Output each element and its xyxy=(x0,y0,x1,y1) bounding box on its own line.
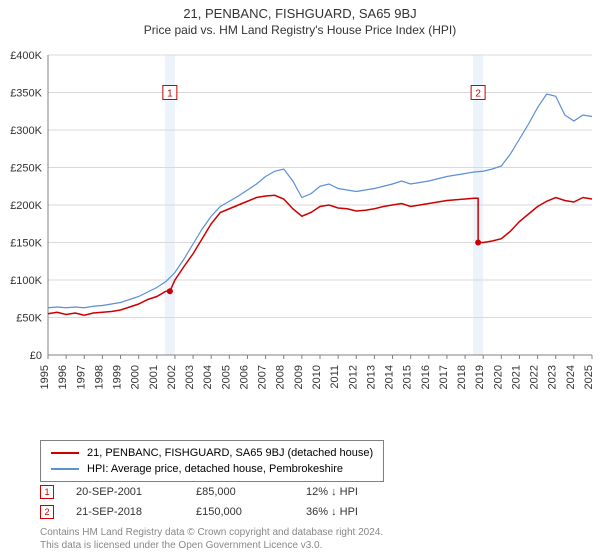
svg-text:2003: 2003 xyxy=(184,365,196,389)
sale-row: 2 21-SEP-2018£150,00036% ↓ HPI xyxy=(40,502,358,522)
svg-text:2019: 2019 xyxy=(474,365,486,389)
svg-text:£300K: £300K xyxy=(10,125,42,137)
legend-item: HPI: Average price, detached house, Pemb… xyxy=(51,461,373,477)
svg-text:£250K: £250K xyxy=(10,163,42,175)
svg-text:2007: 2007 xyxy=(257,365,269,389)
svg-text:2020: 2020 xyxy=(492,365,504,389)
page-title: 21, PENBANC, FISHGUARD, SA65 9BJ xyxy=(0,6,600,21)
svg-text:2016: 2016 xyxy=(420,365,432,389)
svg-text:£150K: £150K xyxy=(10,238,42,250)
svg-text:£100K: £100K xyxy=(10,275,42,287)
svg-text:1: 1 xyxy=(167,89,173,100)
svg-text:2013: 2013 xyxy=(365,365,377,389)
svg-text:1995: 1995 xyxy=(39,365,51,389)
license-text: Contains HM Land Registry data © Crown c… xyxy=(40,526,383,552)
sales-table: 1 20-SEP-2001£85,00012% ↓ HPI 2 21-SEP-2018… xyxy=(40,482,358,522)
svg-text:2025: 2025 xyxy=(583,365,595,389)
svg-text:2010: 2010 xyxy=(311,365,323,389)
svg-text:2012: 2012 xyxy=(347,365,359,389)
sale-marker: 2 xyxy=(40,505,54,519)
svg-text:£350K: £350K xyxy=(10,88,42,100)
legend-item: 21, PENBANC, FISHGUARD, SA65 9BJ (detach… xyxy=(51,445,373,461)
svg-text:2004: 2004 xyxy=(202,365,214,389)
sale-date: 20-SEP-2001 xyxy=(76,486,196,498)
svg-text:2009: 2009 xyxy=(293,365,305,389)
svg-text:1996: 1996 xyxy=(57,365,69,389)
license-line-1: Contains HM Land Registry data © Crown c… xyxy=(40,526,383,539)
svg-text:2000: 2000 xyxy=(130,365,142,389)
svg-text:2002: 2002 xyxy=(166,365,178,389)
legend: 21, PENBANC, FISHGUARD, SA65 9BJ (detach… xyxy=(40,440,384,482)
svg-text:2018: 2018 xyxy=(456,365,468,389)
page-subtitle: Price paid vs. HM Land Registry's House … xyxy=(0,23,600,37)
sale-delta: 12% ↓ HPI xyxy=(306,486,358,498)
svg-text:1998: 1998 xyxy=(93,365,105,389)
svg-text:£0: £0 xyxy=(30,350,42,362)
svg-text:£400K: £400K xyxy=(10,50,42,62)
svg-text:2021: 2021 xyxy=(510,365,522,389)
sale-price: £150,000 xyxy=(196,506,306,518)
sale-price: £85,000 xyxy=(196,486,306,498)
legend-label: 21, PENBANC, FISHGUARD, SA65 9BJ (detach… xyxy=(87,447,373,459)
svg-text:2005: 2005 xyxy=(220,365,232,389)
svg-text:£200K: £200K xyxy=(10,200,42,212)
sale-date: 21-SEP-2018 xyxy=(76,506,196,518)
svg-text:2017: 2017 xyxy=(438,365,450,389)
svg-text:2015: 2015 xyxy=(402,365,414,389)
svg-text:2024: 2024 xyxy=(565,365,577,389)
legend-label: HPI: Average price, detached house, Pemb… xyxy=(87,463,343,475)
legend-swatch xyxy=(51,468,79,470)
svg-text:1997: 1997 xyxy=(75,365,87,389)
svg-text:2011: 2011 xyxy=(329,365,341,389)
svg-text:2022: 2022 xyxy=(529,365,541,389)
sale-row: 1 20-SEP-2001£85,00012% ↓ HPI xyxy=(40,482,358,502)
svg-text:2001: 2001 xyxy=(148,365,160,389)
legend-swatch xyxy=(51,452,79,454)
svg-text:2006: 2006 xyxy=(238,365,250,389)
sale-marker: 1 xyxy=(40,485,54,499)
svg-text:2008: 2008 xyxy=(275,365,287,389)
svg-text:2014: 2014 xyxy=(384,365,396,389)
svg-text:1999: 1999 xyxy=(112,365,124,389)
sale-delta: 36% ↓ HPI xyxy=(306,506,358,518)
license-line-2: This data is licensed under the Open Gov… xyxy=(40,539,383,552)
svg-text:2: 2 xyxy=(475,89,481,100)
svg-text:2023: 2023 xyxy=(547,365,559,389)
svg-text:£50K: £50K xyxy=(16,313,42,325)
price-chart: £0 £50K £100K £150K £200K £250K £300K £350K £400… xyxy=(0,45,600,425)
